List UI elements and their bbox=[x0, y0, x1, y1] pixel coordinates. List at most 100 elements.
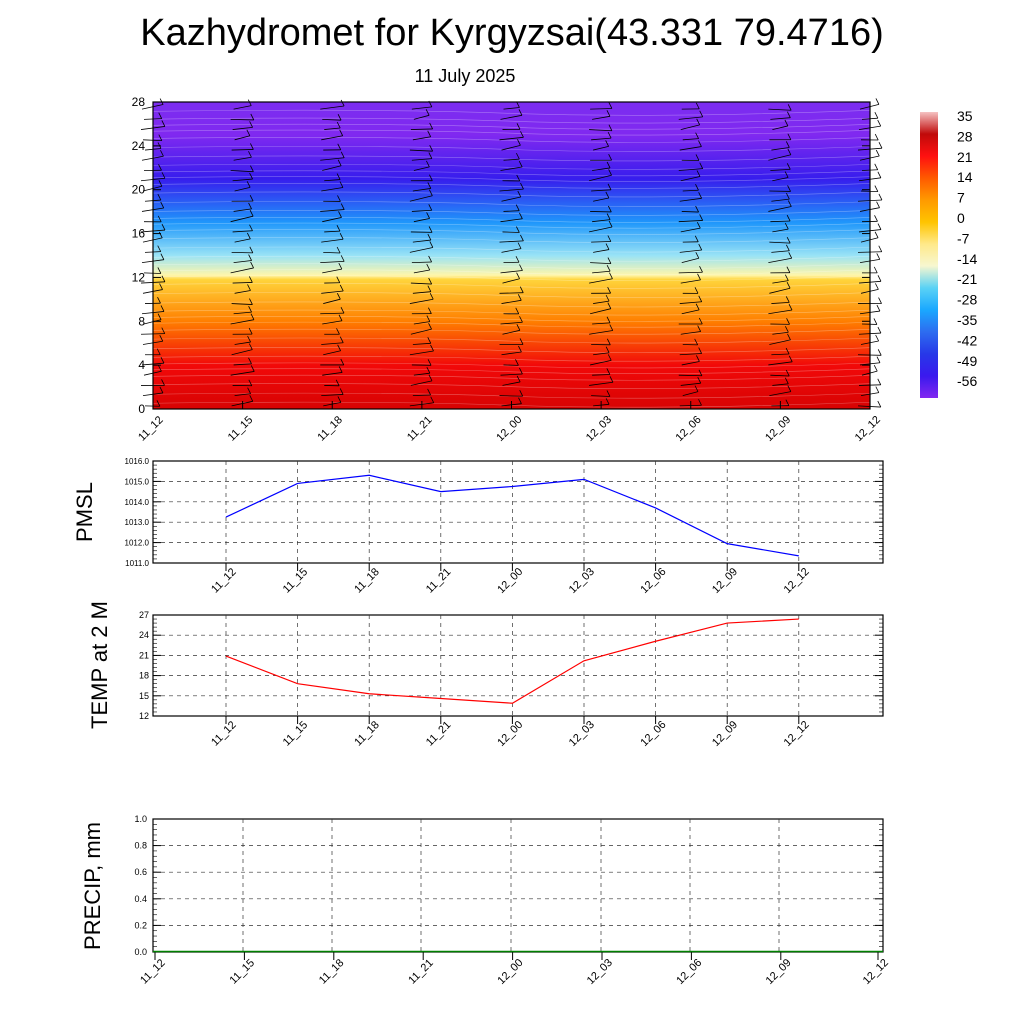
wind-barb bbox=[230, 118, 254, 121]
wind-barb-flag bbox=[696, 118, 701, 126]
wind-barb bbox=[768, 257, 792, 264]
wind-barb bbox=[321, 187, 344, 192]
contour-line bbox=[152, 347, 871, 353]
wind-barb bbox=[412, 188, 431, 192]
wind-barb-flag bbox=[426, 212, 430, 219]
wind-barb-flag bbox=[339, 336, 344, 343]
wind-barb-flag bbox=[248, 343, 253, 350]
wind-barb-flag bbox=[427, 182, 432, 189]
wind-barb-flag bbox=[606, 265, 611, 272]
wind-barb-flag bbox=[609, 376, 614, 383]
wind-barb bbox=[410, 128, 433, 130]
wind-barb-flag bbox=[159, 386, 164, 394]
wind-barb-flag bbox=[157, 313, 162, 320]
y-tick-label: 0 bbox=[138, 402, 145, 416]
wind-barb bbox=[502, 231, 520, 233]
wind-barb-flag bbox=[698, 317, 703, 325]
y-tick-label: 1016.0 bbox=[125, 457, 150, 466]
wind-barb bbox=[322, 165, 342, 171]
y-tick-label: 24 bbox=[132, 139, 146, 153]
wind-barb bbox=[679, 197, 702, 202]
y-tick-label: 24 bbox=[139, 630, 149, 640]
wind-barb bbox=[682, 138, 699, 141]
wind-barb bbox=[413, 166, 430, 171]
wind-barb-flag bbox=[698, 243, 703, 251]
wind-barb-flag bbox=[515, 359, 519, 366]
y-tick-label: 16 bbox=[132, 227, 146, 241]
wind-barb-flag bbox=[249, 121, 253, 128]
colorbar-label: -56 bbox=[957, 373, 977, 389]
x-tick-label: 11_12 bbox=[209, 719, 239, 749]
wind-barb-flag bbox=[519, 390, 524, 397]
wind-barb-flag bbox=[516, 226, 520, 233]
wind-barb-flag bbox=[519, 367, 523, 375]
wind-barb-flag bbox=[694, 287, 699, 294]
wind-barb bbox=[234, 135, 250, 141]
colorbar-label: -35 bbox=[957, 312, 977, 328]
wind-barb-flag bbox=[337, 143, 342, 150]
wind-barb-flag bbox=[517, 190, 522, 198]
wind-barb bbox=[589, 330, 613, 335]
y-tick-label: 21 bbox=[139, 650, 149, 660]
wind-barb bbox=[320, 105, 345, 110]
wind-barb bbox=[772, 331, 789, 335]
wind-barb-flag bbox=[338, 366, 343, 373]
contour-line bbox=[152, 316, 871, 322]
wind-barb-flag bbox=[425, 109, 430, 116]
contour-line bbox=[152, 275, 871, 282]
wind-barb-flag bbox=[878, 297, 882, 304]
wind-barb-flag bbox=[428, 322, 432, 330]
wind-barb-flag bbox=[784, 171, 789, 178]
wind-barb bbox=[409, 247, 433, 253]
wind-barb-flag bbox=[785, 369, 790, 377]
wind-barb-flag bbox=[158, 112, 163, 119]
y-tick-label: 1011.0 bbox=[125, 559, 149, 568]
wind-barb-flag bbox=[515, 307, 520, 314]
wind-barb bbox=[681, 361, 700, 366]
wind-barb-flag bbox=[246, 181, 251, 188]
wind-barb-flag bbox=[518, 397, 522, 404]
wind-barb-flag bbox=[337, 159, 342, 166]
wind-barb-flag bbox=[519, 286, 524, 293]
wind-barb bbox=[231, 349, 253, 356]
colorbar-label: -42 bbox=[957, 332, 977, 348]
wind-barb bbox=[678, 168, 703, 171]
x-tick-label: 12_06 bbox=[674, 414, 704, 444]
wind-barb bbox=[678, 374, 702, 377]
wind-barb-flag bbox=[877, 349, 882, 356]
contour-line bbox=[152, 129, 871, 136]
x-tick-label: 11_21 bbox=[406, 957, 436, 987]
wind-barb bbox=[500, 218, 523, 223]
colorbar-label: -49 bbox=[957, 353, 977, 369]
wind-barb-flag bbox=[428, 152, 433, 159]
wind-barb-flag bbox=[247, 284, 251, 291]
wind-barb-flag bbox=[520, 182, 524, 190]
wind-barb-flag bbox=[695, 132, 699, 139]
wind-barb bbox=[771, 250, 790, 253]
wind-barb bbox=[232, 282, 253, 284]
wind-barb bbox=[499, 240, 524, 243]
x-tick-label: 11_18 bbox=[352, 566, 382, 596]
wind-barb bbox=[591, 395, 610, 397]
wind-barb-flag bbox=[429, 293, 434, 300]
wind-barb-flag bbox=[787, 385, 792, 392]
wind-barb bbox=[680, 227, 701, 233]
wind-barb bbox=[589, 174, 612, 182]
y-tick-label: 0.6 bbox=[134, 867, 147, 877]
wind-barb-flag bbox=[338, 262, 343, 270]
wind-barb bbox=[589, 129, 612, 132]
wind-barb-flag bbox=[788, 355, 793, 363]
contour-line bbox=[152, 163, 871, 170]
wind-barb bbox=[770, 220, 791, 223]
wind-barb bbox=[593, 352, 610, 356]
wind-barb-flag bbox=[877, 326, 882, 334]
wind-barb-flag bbox=[874, 163, 879, 170]
wind-barb bbox=[413, 218, 430, 223]
wind-barb-flag bbox=[784, 119, 789, 127]
wind-barb-flag bbox=[699, 214, 704, 221]
wind-barb-flag bbox=[608, 220, 613, 228]
contour-line bbox=[152, 146, 871, 152]
wind-barb-flag bbox=[246, 232, 251, 240]
wind-barb bbox=[589, 381, 614, 386]
wind-barb bbox=[320, 260, 345, 264]
